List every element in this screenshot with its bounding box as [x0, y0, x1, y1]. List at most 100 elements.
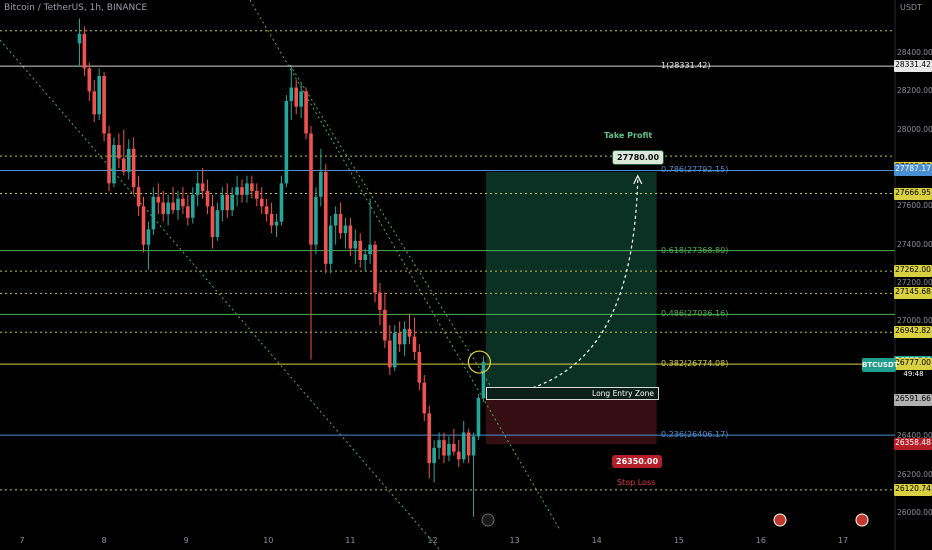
- candle[interactable]: [264, 198, 269, 222]
- candle[interactable]: [319, 148, 323, 207]
- symbol-badge[interactable]: BTCUSDT: [862, 358, 899, 372]
- candle[interactable]: [230, 187, 234, 216]
- candle[interactable]: [186, 194, 190, 226]
- candle[interactable]: [427, 405, 432, 479]
- candle[interactable]: [122, 129, 126, 176]
- candle[interactable]: [240, 179, 244, 203]
- candle[interactable]: [314, 187, 318, 255]
- price-tag-10[interactable]: 26358.48: [894, 438, 932, 451]
- candle[interactable]: [146, 221, 151, 270]
- candle[interactable]: [397, 321, 402, 352]
- candle[interactable]: [481, 355, 486, 402]
- candle[interactable]: [200, 168, 205, 199]
- candle[interactable]: [195, 171, 200, 207]
- candle[interactable]: [102, 72, 106, 142]
- candle[interactable]: [92, 79, 97, 122]
- candle[interactable]: [166, 194, 170, 226]
- candle[interactable]: [299, 83, 303, 119]
- candle[interactable]: [245, 175, 249, 203]
- candle[interactable]: [432, 440, 436, 483]
- alert-icon[interactable]: [481, 513, 495, 527]
- candle[interactable]: [161, 191, 166, 222]
- candle[interactable]: [333, 206, 338, 245]
- channel-line-upper[interactable]: [249, 0, 561, 531]
- candle[interactable]: [437, 432, 441, 460]
- candle[interactable]: [373, 240, 377, 303]
- candle[interactable]: [383, 292, 387, 349]
- price-tag-2[interactable]: 27787.17: [894, 164, 932, 177]
- candle[interactable]: [466, 428, 471, 464]
- event-icon-2[interactable]: [855, 513, 869, 527]
- candle[interactable]: [476, 394, 481, 441]
- candle[interactable]: [378, 283, 382, 326]
- long-entry-zone-label[interactable]: Long Entry Zone: [486, 387, 659, 400]
- stop-loss-zone[interactable]: [485, 399, 657, 445]
- price-tag-5[interactable]: 27145.68: [894, 287, 932, 300]
- candle[interactable]: [151, 187, 156, 236]
- candle[interactable]: [181, 187, 185, 214]
- candle[interactable]: [323, 164, 328, 274]
- candle[interactable]: [220, 187, 225, 222]
- candle[interactable]: [447, 436, 451, 462]
- candle[interactable]: [294, 79, 299, 115]
- candle[interactable]: [117, 133, 121, 169]
- channel-line-lower[interactable]: [0, 39, 441, 550]
- candle[interactable]: [407, 313, 412, 345]
- candle[interactable]: [235, 175, 239, 207]
- take-profit-value-badge[interactable]: 27780.00: [612, 150, 665, 165]
- event-icon-1[interactable]: [773, 513, 787, 527]
- candle[interactable]: [304, 87, 308, 140]
- highlight-circle[interactable]: [467, 350, 492, 374]
- candle[interactable]: [141, 196, 146, 253]
- candle[interactable]: [417, 344, 422, 391]
- candle[interactable]: [82, 26, 87, 76]
- candle[interactable]: [471, 432, 476, 517]
- candle[interactable]: [442, 432, 446, 464]
- price-tag-8[interactable]: 26777.00: [894, 358, 932, 371]
- price-tag-0[interactable]: 28331.42: [894, 60, 932, 73]
- price-tag-4[interactable]: 27262.00: [894, 265, 932, 278]
- candle[interactable]: [136, 175, 141, 216]
- candle[interactable]: [269, 202, 274, 234]
- candle[interactable]: [353, 229, 358, 264]
- candle[interactable]: [338, 202, 343, 239]
- candle[interactable]: [131, 137, 136, 195]
- candle[interactable]: [171, 187, 175, 214]
- candle[interactable]: [259, 187, 264, 214]
- candle[interactable]: [358, 233, 363, 268]
- candle[interactable]: [363, 248, 367, 272]
- candle[interactable]: [412, 317, 417, 360]
- candle[interactable]: [112, 137, 116, 188]
- candle[interactable]: [422, 375, 427, 421]
- candle[interactable]: [388, 325, 392, 375]
- candle[interactable]: [190, 187, 195, 224]
- candle[interactable]: [289, 66, 294, 121]
- candle[interactable]: [250, 175, 254, 199]
- candle[interactable]: [328, 215, 333, 274]
- candle[interactable]: [77, 18, 82, 67]
- take-profit-zone[interactable]: [485, 171, 657, 400]
- candle[interactable]: [274, 214, 279, 237]
- price-tag-11[interactable]: 26120.74: [894, 483, 932, 496]
- price-tag-3[interactable]: 27666.95: [894, 187, 932, 200]
- candle[interactable]: [402, 321, 407, 356]
- candle[interactable]: [343, 217, 348, 249]
- candle[interactable]: [452, 428, 456, 456]
- candle[interactable]: [215, 202, 220, 241]
- candle[interactable]: [97, 68, 101, 121]
- candle[interactable]: [126, 139, 131, 180]
- candle[interactable]: [279, 175, 284, 226]
- projection-arrow[interactable]: [485, 179, 639, 399]
- price-tag-6[interactable]: 26942.82: [894, 326, 932, 339]
- candle[interactable]: [225, 183, 230, 218]
- candle[interactable]: [348, 217, 353, 257]
- candle[interactable]: [156, 183, 161, 214]
- candle[interactable]: [205, 179, 210, 215]
- candle[interactable]: [392, 325, 397, 372]
- candle[interactable]: [87, 62, 92, 101]
- candle[interactable]: [107, 125, 111, 191]
- candle[interactable]: [284, 95, 289, 188]
- stop-loss-value-badge[interactable]: 26350.00: [612, 455, 663, 468]
- candle[interactable]: [456, 440, 461, 467]
